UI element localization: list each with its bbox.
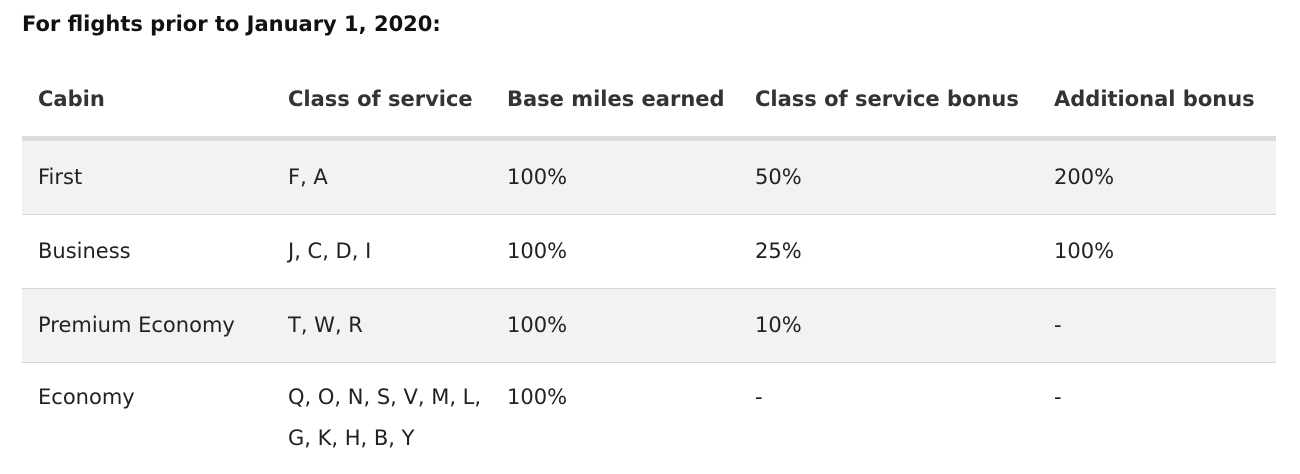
- heading: For flights prior to January 1, 2020:: [22, 12, 441, 36]
- table-cell: 10%: [739, 288, 1038, 363]
- table-cell: 100%: [491, 214, 739, 289]
- table-cell: 50%: [739, 138, 1038, 215]
- column-header: Class of service bonus: [739, 62, 1038, 141]
- table-cell: 25%: [739, 214, 1038, 289]
- table-cell: -: [1038, 288, 1276, 363]
- table-body: First F, A 100% 50% 200% Business J, C, D, I 10…: [22, 138, 1276, 460]
- column-header: Base miles earned: [491, 62, 739, 141]
- table-row: Economy Q, O, N, S, V, M, L, G, K, H, B, …: [22, 363, 1276, 460]
- table-cell: 100%: [491, 288, 739, 363]
- table-cell: Economy: [38, 385, 135, 409]
- table-cell: Premium Economy: [22, 288, 272, 363]
- table-cell: T, W, R: [272, 288, 491, 363]
- table-cell: F, A: [272, 138, 491, 215]
- column-header: Class of service: [272, 62, 491, 141]
- miles-table: Cabin Class of service Base miles earned Cl…: [22, 62, 1276, 459]
- table-cell: -: [1054, 385, 1062, 409]
- table-row: Business J, C, D, I 100% 25% 100%: [22, 214, 1276, 289]
- table-cell: Q, O, N, S, V, M, L, G, K, H, B, Y: [288, 385, 482, 450]
- table-cell: 100%: [507, 385, 568, 409]
- table-cell: First: [22, 138, 272, 215]
- column-header: Additional bonus: [1038, 62, 1276, 141]
- table-cell: 100%: [1038, 214, 1276, 289]
- table-cell: -: [755, 385, 763, 409]
- table-cell: Business: [22, 214, 272, 289]
- table-row: First F, A 100% 50% 200%: [22, 138, 1276, 215]
- column-header: Cabin: [22, 62, 272, 141]
- table-cell: J, C, D, I: [272, 214, 491, 289]
- table-row: Premium Economy T, W, R 100% 10% -: [22, 288, 1276, 363]
- header-row: Cabin Class of service Base miles earned Cl…: [22, 62, 1276, 141]
- table-cell: 100%: [491, 138, 739, 215]
- table-cell: 200%: [1038, 138, 1276, 215]
